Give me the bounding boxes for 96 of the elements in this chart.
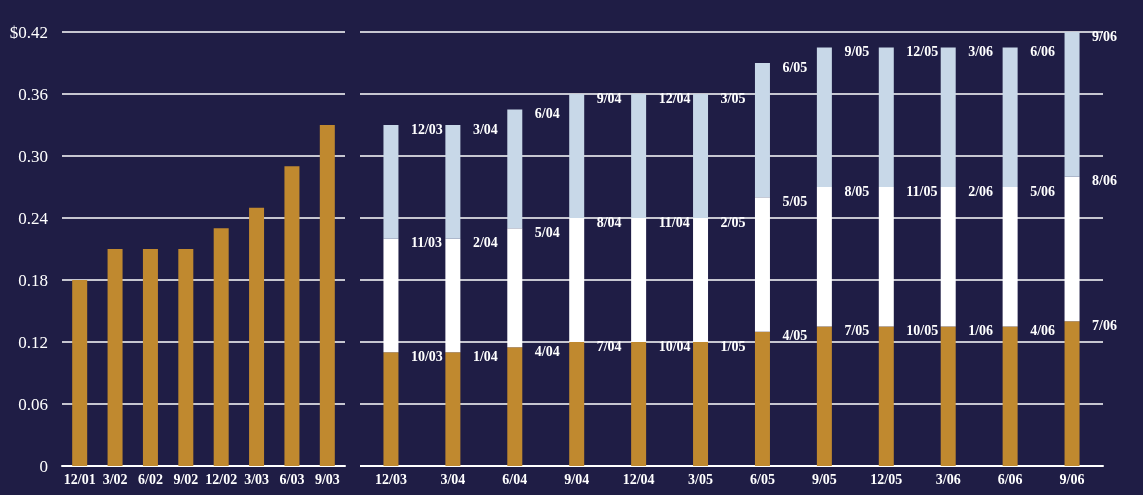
bar [878,47,894,187]
annotation: 3/06 [968,44,994,59]
x-tick-label: 6/02 [137,471,163,487]
annotation: 8/05 [844,183,870,199]
bar [693,342,709,466]
annotation: 4/05 [782,328,808,344]
bar [319,125,335,466]
bar [142,249,158,466]
x-tick-label: 12/04 [622,471,655,487]
bar [249,207,265,466]
annotation: 4/04 [534,343,560,359]
annotation: 6/04 [534,106,560,121]
bar [213,228,229,466]
annotation: 10/03 [410,348,443,364]
x-tick-label: 6/05 [750,471,775,487]
bar [107,249,123,466]
bar [383,125,399,239]
annotation: 1/05 [720,338,746,354]
annotation: 2/04 [472,235,498,251]
y-tick-label: 0 [39,456,48,476]
y-tick-label: $0.42 [9,22,48,42]
y-tick-label: 0.36 [18,84,48,104]
annotation: 7/05 [844,323,870,338]
bar [1002,47,1018,187]
y-tick-label: 0.24 [18,208,49,228]
annotation: 5/04 [534,224,560,240]
y-tick-label: 0.12 [18,332,48,352]
annotation: 7/06 [1092,317,1117,333]
bar [445,352,461,466]
annotation: 5/05 [782,193,808,209]
annotation: 7/04 [596,338,622,354]
annotation: 1/04 [472,348,498,364]
annotation: 2/06 [968,183,994,199]
bar [445,125,461,239]
annotation: 1/06 [968,323,994,338]
annotation: 5/06 [1030,183,1056,199]
x-tick-label: 9/05 [811,471,837,487]
annotation: 10/05 [906,323,939,338]
annotation: 6/06 [1030,44,1056,59]
bar [816,47,832,187]
annotation: 3/05 [720,90,746,106]
annotation: 9/04 [596,90,622,106]
annotation: 11/04 [658,214,690,230]
annotation: 6/05 [782,59,808,75]
x-tick-label: 9/02 [173,471,199,487]
bar [1002,326,1018,466]
x-tick-label: 3/03 [244,471,270,487]
annotation: 9/05 [844,44,870,59]
annotation: 12/03 [410,121,443,137]
bar [569,94,585,218]
bar [878,326,894,466]
bar [569,342,585,466]
bar [940,47,956,187]
bar [383,352,399,466]
x-tick-label: 3/02 [102,471,128,487]
y-tick-label: 0.30 [18,146,48,166]
bar [754,331,770,466]
y-tick-label: 0.18 [18,270,48,290]
x-tick-label: 12/03 [375,471,407,487]
annotation: 10/04 [658,338,691,354]
annotation: 3/04 [472,121,498,137]
annotation: 8/04 [596,214,622,230]
bar [284,166,300,466]
annotation: 8/06 [1092,173,1117,189]
bar [816,326,832,466]
bar [940,326,956,466]
annotation: 11/03 [410,235,443,251]
x-tick-label: 3/06 [935,471,961,487]
x-tick-label: 6/06 [997,471,1023,487]
annotation: 4/06 [1030,323,1056,338]
bar [1064,321,1080,466]
x-tick-label: 9/06 [1059,471,1085,487]
x-tick-label: 3/04 [440,471,466,487]
bar [178,249,194,466]
bar [1064,32,1080,177]
x-tick-label: 12/01 [63,471,96,487]
bar [631,94,647,218]
bar [72,280,88,466]
x-tick-label: 3/05 [688,471,713,487]
bar [754,63,770,198]
x-tick-label: 9/04 [564,471,590,487]
bar [631,342,647,466]
x-tick-label: 12/02 [205,471,238,487]
x-tick-label: 9/03 [314,471,340,487]
bar [507,347,523,466]
y-tick-label: 0.06 [18,394,48,414]
annotation: 12/05 [906,44,939,59]
bar [507,109,523,229]
annotation: 9/06 [1092,28,1117,44]
annotation: 11/05 [906,183,938,199]
bar [693,94,709,218]
x-tick-label: 6/03 [279,471,305,487]
x-tick-label: 6/04 [502,471,528,487]
annotation: 12/04 [658,90,691,106]
x-tick-label: 12/05 [870,471,903,487]
annotation: 2/05 [720,214,746,230]
